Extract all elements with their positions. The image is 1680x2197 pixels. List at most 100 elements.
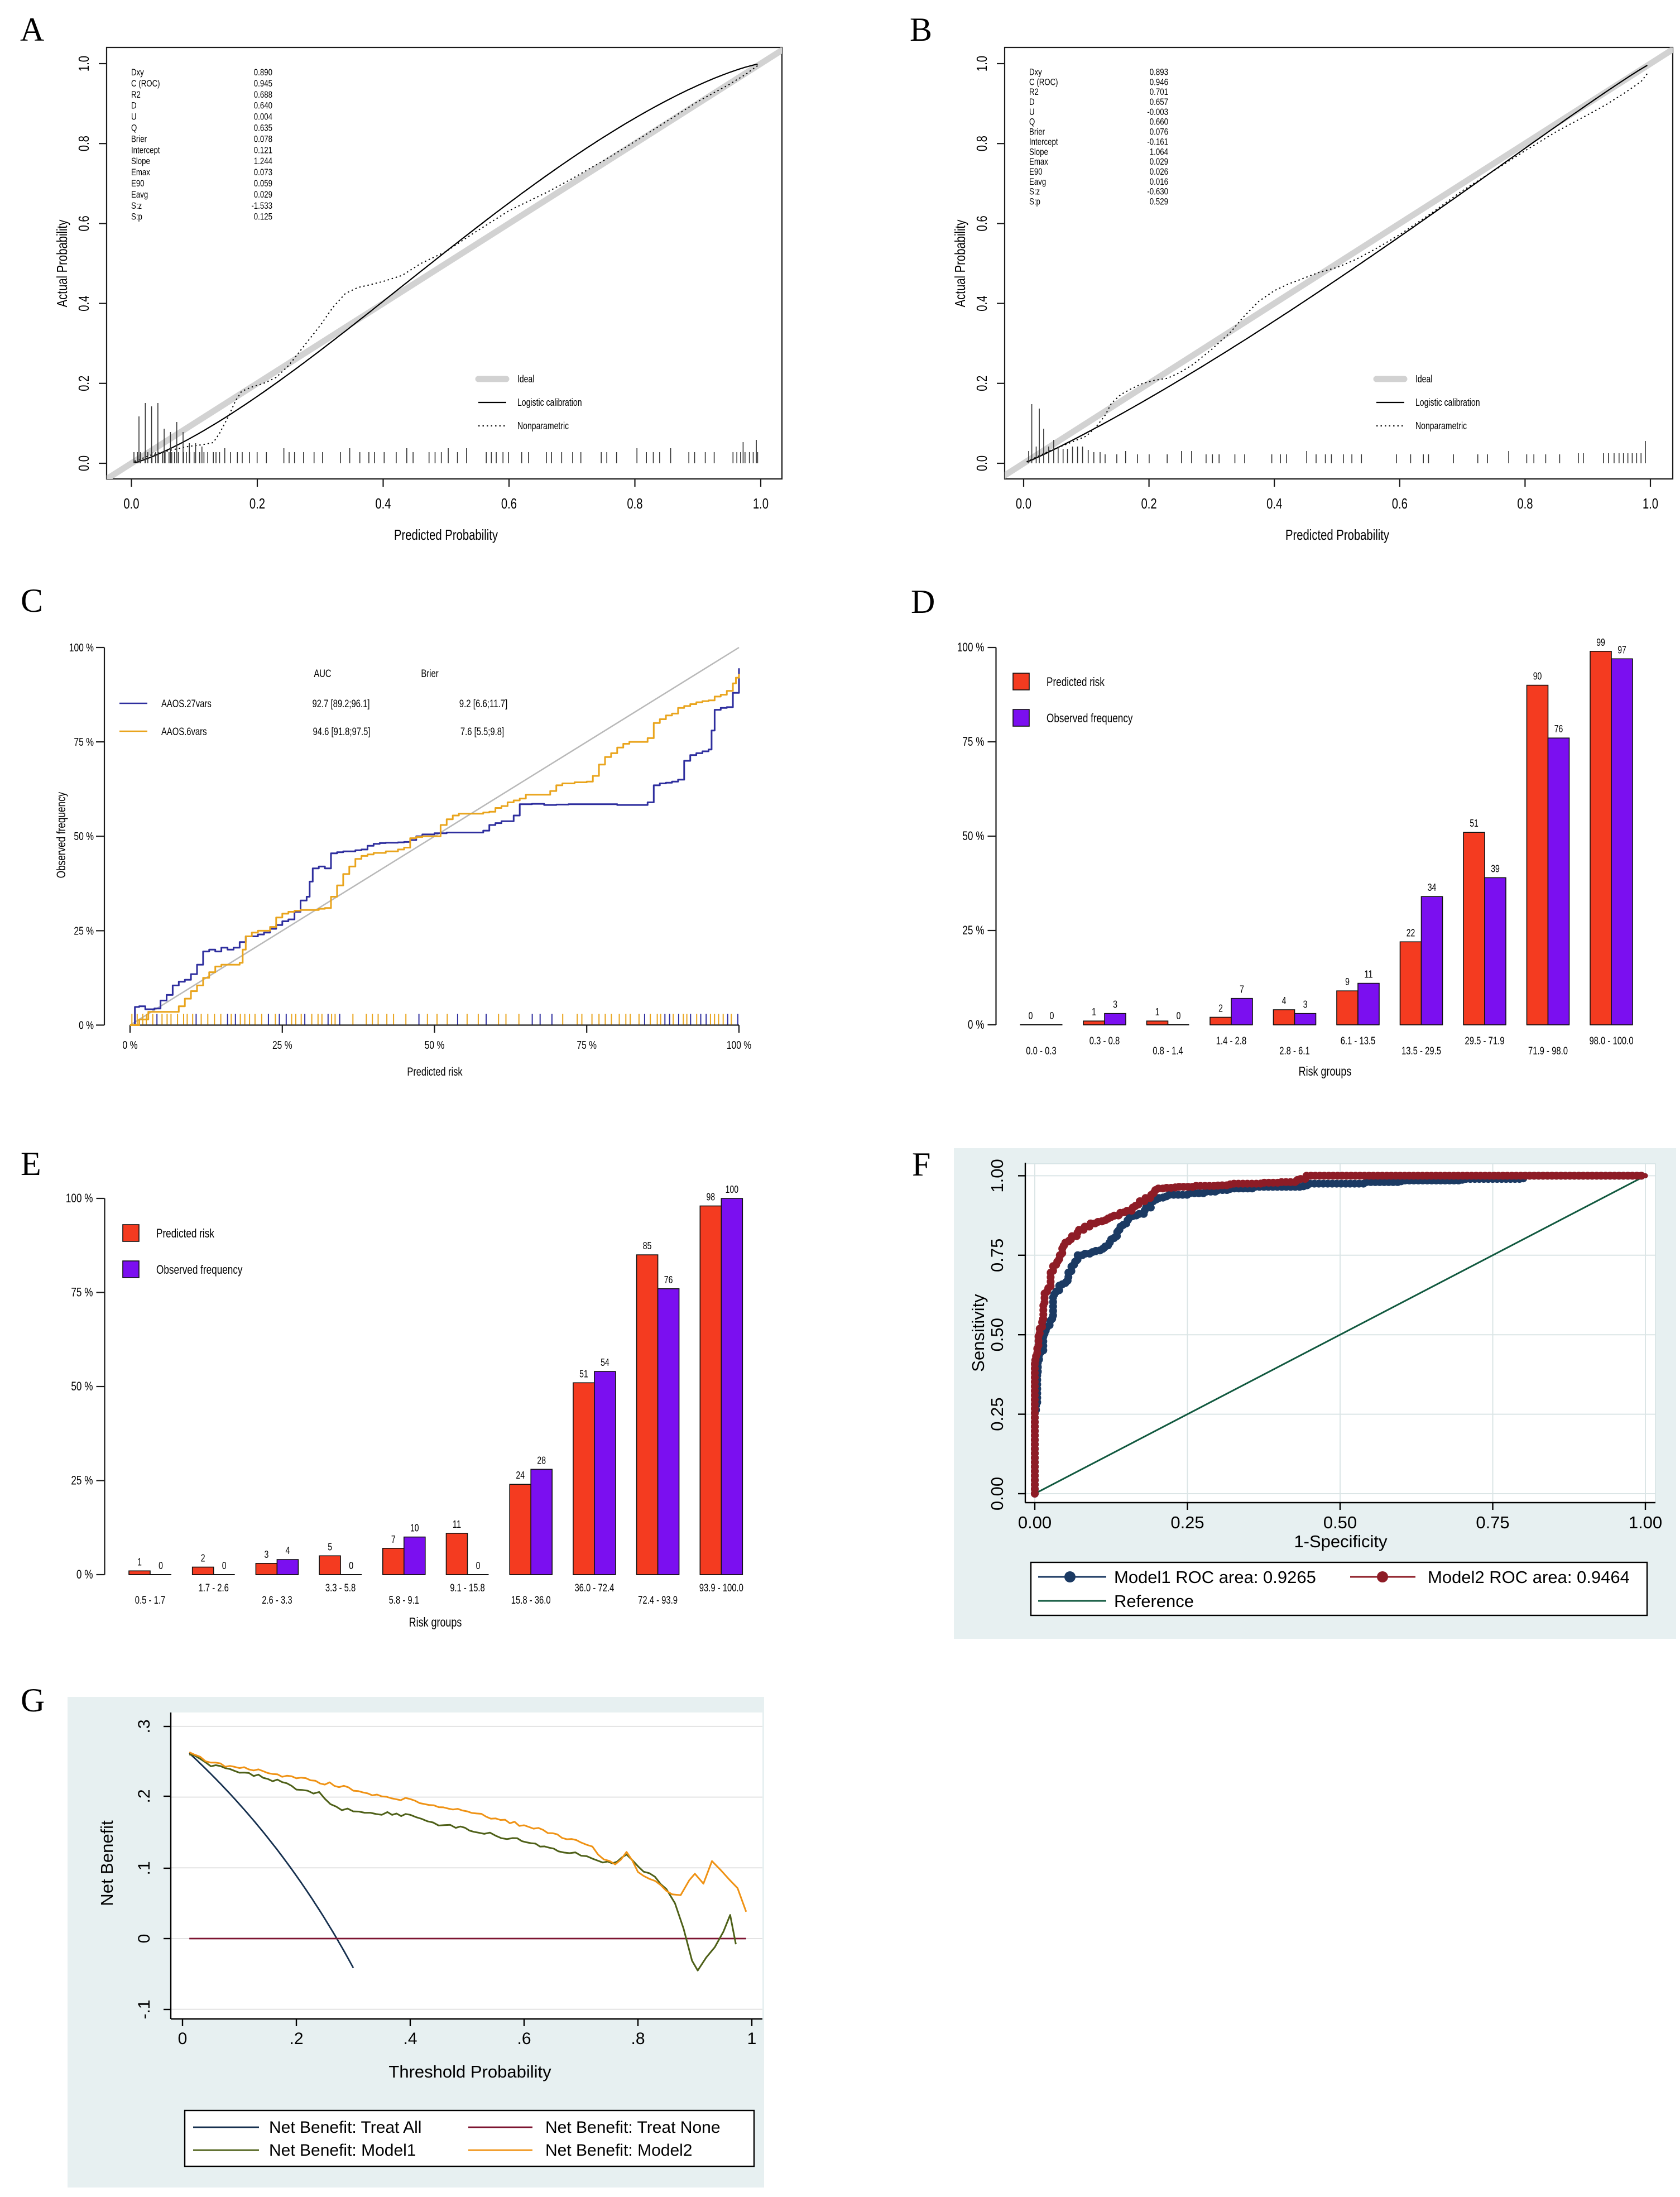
svg-text:0.25: 0.25 — [987, 1397, 1007, 1431]
svg-text:98.0 - 100.0: 98.0 - 100.0 — [1589, 1035, 1633, 1047]
svg-text:75 %: 75 % — [577, 1039, 597, 1052]
svg-text:25 %: 25 % — [74, 925, 94, 937]
svg-text:Ideal: Ideal — [1415, 373, 1432, 385]
svg-text:98: 98 — [707, 1192, 716, 1203]
svg-text:4: 4 — [1282, 995, 1287, 1006]
svg-text:0.026: 0.026 — [1150, 166, 1168, 177]
svg-text:0.2: 0.2 — [249, 495, 265, 512]
svg-text:Slope: Slope — [131, 156, 150, 166]
svg-text:4: 4 — [286, 1545, 290, 1556]
svg-text:Q: Q — [1029, 117, 1035, 127]
svg-text:0.0: 0.0 — [1016, 495, 1031, 512]
svg-text:.3: .3 — [135, 1719, 153, 1733]
svg-text:D: D — [911, 583, 935, 620]
svg-text:AAOS.6vars: AAOS.6vars — [161, 726, 207, 738]
svg-text:3: 3 — [1303, 999, 1308, 1010]
svg-text:54: 54 — [601, 1357, 609, 1368]
svg-text:2.8 - 6.1: 2.8 - 6.1 — [1279, 1045, 1309, 1057]
svg-text:75 %: 75 % — [71, 1285, 93, 1299]
svg-text:0.25: 0.25 — [1170, 1513, 1204, 1532]
svg-text:0.893: 0.893 — [1150, 67, 1168, 78]
svg-text:11: 11 — [1364, 969, 1373, 980]
svg-text:85: 85 — [643, 1240, 652, 1251]
svg-text:Intercept: Intercept — [131, 145, 160, 155]
svg-text:76: 76 — [664, 1274, 673, 1285]
svg-text:E: E — [21, 1145, 41, 1182]
svg-text:.8: .8 — [631, 2030, 645, 2048]
svg-text:Net Benefit: Treat None: Net Benefit: Treat None — [545, 2118, 721, 2137]
svg-text:Model2 ROC area: 0.9464: Model2 ROC area: 0.9464 — [1428, 1567, 1630, 1587]
svg-text:Actual Probability: Actual Probability — [54, 220, 70, 308]
svg-text:99: 99 — [1596, 637, 1605, 648]
svg-text:Predicted Probability: Predicted Probability — [394, 526, 498, 543]
svg-text:1.0: 1.0 — [1643, 495, 1658, 512]
svg-text:Slope: Slope — [1029, 146, 1048, 157]
svg-text:1.0: 1.0 — [75, 56, 92, 71]
svg-text:Sensitivity: Sensitivity — [968, 1294, 988, 1372]
svg-text:Dxy: Dxy — [131, 67, 144, 78]
svg-text:100 %: 100 % — [957, 640, 985, 654]
svg-text:Predicted risk: Predicted risk — [407, 1066, 463, 1078]
svg-text:7: 7 — [1240, 984, 1244, 995]
svg-text:S:p: S:p — [1029, 196, 1040, 207]
svg-text:Intercept: Intercept — [1029, 136, 1058, 147]
svg-text:0.946: 0.946 — [1150, 76, 1168, 87]
svg-text:0.4: 0.4 — [375, 495, 391, 512]
svg-text:0.8: 0.8 — [1517, 495, 1533, 512]
svg-text:1: 1 — [1155, 1006, 1160, 1018]
svg-text:25 %: 25 % — [71, 1474, 93, 1488]
svg-text:51: 51 — [1470, 818, 1479, 829]
svg-text:50 %: 50 % — [71, 1379, 93, 1393]
svg-text:0.50: 0.50 — [987, 1318, 1007, 1351]
svg-text:0.2: 0.2 — [973, 376, 990, 391]
svg-text:0.029: 0.029 — [1150, 156, 1168, 167]
svg-text:1.00: 1.00 — [1629, 1513, 1662, 1532]
svg-text:0.0 - 0.3: 0.0 - 0.3 — [1026, 1045, 1056, 1057]
svg-text:0 %: 0 % — [79, 1020, 94, 1032]
svg-text:36.0 - 72.4: 36.0 - 72.4 — [574, 1582, 614, 1594]
svg-text:1.00: 1.00 — [987, 1159, 1007, 1192]
svg-text:0.8: 0.8 — [627, 495, 642, 512]
svg-text:C (ROC): C (ROC) — [1029, 76, 1058, 87]
svg-text:Dxy: Dxy — [1029, 67, 1042, 78]
svg-text:0.004: 0.004 — [254, 112, 272, 122]
svg-text:1: 1 — [137, 1556, 142, 1567]
svg-text:9.1 - 15.8: 9.1 - 15.8 — [450, 1582, 485, 1594]
svg-text:0.701: 0.701 — [1150, 87, 1168, 97]
svg-text:29.5 - 71.9: 29.5 - 71.9 — [1465, 1035, 1505, 1047]
svg-text:34: 34 — [1428, 882, 1437, 893]
svg-text:0.75: 0.75 — [1476, 1513, 1509, 1532]
svg-text:Eavg: Eavg — [1029, 176, 1046, 187]
svg-text:S:z: S:z — [131, 200, 142, 211]
svg-text:0: 0 — [159, 1560, 163, 1571]
svg-text:100: 100 — [726, 1184, 738, 1195]
svg-text:22: 22 — [1407, 927, 1415, 938]
svg-text:13.5 - 29.5: 13.5 - 29.5 — [1401, 1045, 1441, 1057]
svg-text:51: 51 — [579, 1368, 588, 1379]
svg-text:0.00: 0.00 — [987, 1477, 1007, 1510]
svg-text:Nonparametric: Nonparametric — [1415, 420, 1467, 431]
svg-text:0.0: 0.0 — [123, 495, 139, 512]
svg-text:7.6 [5.5;9.8]: 7.6 [5.5;9.8] — [460, 726, 504, 738]
svg-text:0.2: 0.2 — [75, 376, 92, 391]
svg-text:0: 0 — [349, 1560, 353, 1571]
svg-text:Q: Q — [131, 123, 137, 133]
svg-text:0.121: 0.121 — [254, 145, 272, 155]
svg-text:0.529: 0.529 — [1150, 196, 1168, 207]
svg-text:75 %: 75 % — [962, 735, 984, 749]
svg-text:50 %: 50 % — [74, 831, 94, 843]
svg-text:Eavg: Eavg — [131, 189, 148, 200]
svg-text:75 %: 75 % — [74, 736, 94, 749]
svg-text:0.5 - 1.7: 0.5 - 1.7 — [135, 1595, 165, 1606]
svg-text:0.6: 0.6 — [973, 215, 990, 231]
svg-text:R2: R2 — [1029, 87, 1039, 97]
svg-text:Net Benefit: Model2: Net Benefit: Model2 — [545, 2141, 692, 2160]
svg-text:0.890: 0.890 — [254, 67, 272, 78]
svg-text:Predicted risk: Predicted risk — [156, 1226, 215, 1240]
svg-text:1: 1 — [747, 2030, 757, 2048]
svg-text:0.078: 0.078 — [254, 133, 272, 144]
svg-text:0.640: 0.640 — [254, 100, 272, 111]
svg-text:B: B — [910, 11, 932, 48]
svg-text:5.8 - 9.1: 5.8 - 9.1 — [389, 1595, 419, 1606]
svg-text:0.029: 0.029 — [254, 189, 272, 200]
